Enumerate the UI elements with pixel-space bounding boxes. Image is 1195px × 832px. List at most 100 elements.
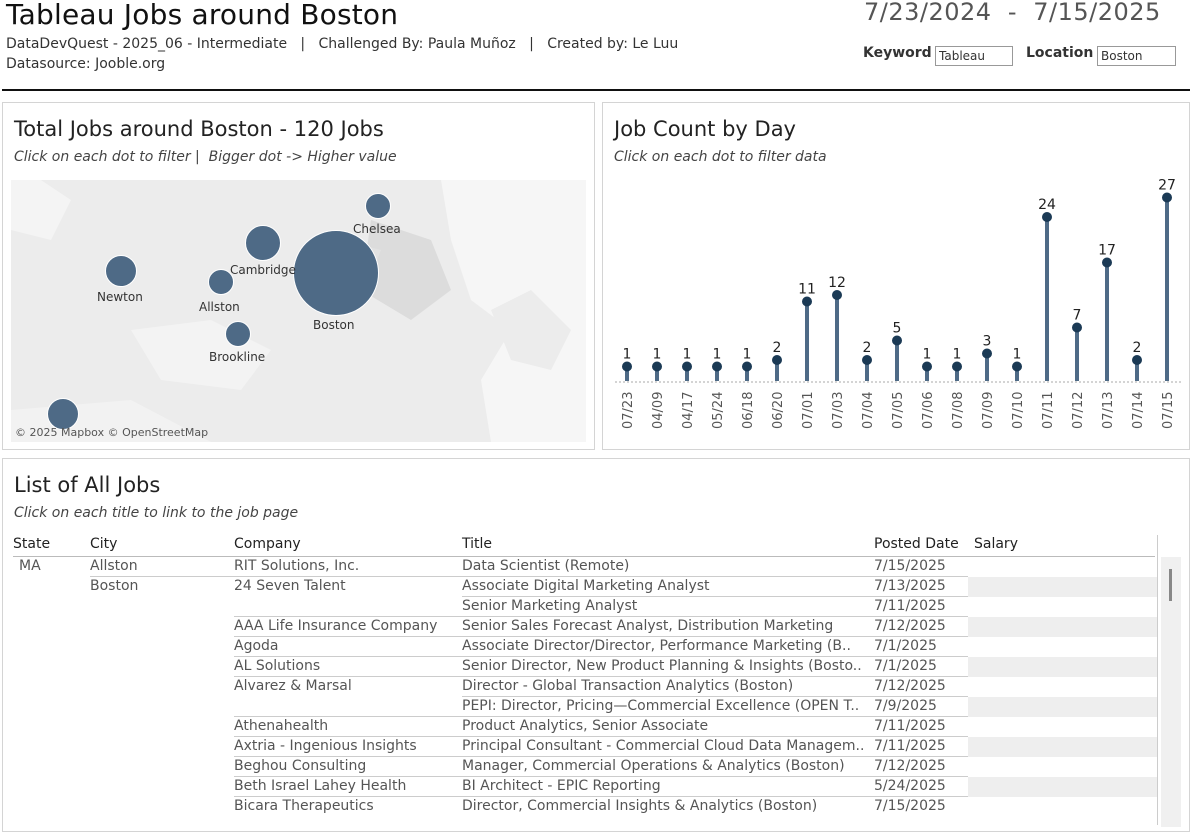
job-title-link[interactable]: Data Scientist (Remote)	[462, 558, 630, 574]
table-row[interactable]: Boston 24 Seven Talent Associate Digital M…	[13, 576, 1158, 597]
job-count-title: Job Count by Day	[614, 117, 796, 141]
lollipop-dot[interactable]	[832, 290, 842, 300]
table-row[interactable]: Agoda Associate Director/Director, Perfor…	[13, 636, 1158, 657]
lollipop-dot[interactable]	[622, 361, 632, 372]
data-label: 2	[863, 340, 872, 356]
cell-state: MA	[19, 558, 41, 574]
x-tick-label: 07/06	[921, 392, 936, 429]
dashboard-subtitle: DataDevQuest - 2025_06 - Intermediate | …	[6, 36, 679, 52]
dashboard-title: Tableau Jobs around Boston	[6, 0, 399, 31]
lollipop-dot[interactable]	[1012, 361, 1022, 372]
lollipop-dot[interactable]	[892, 335, 902, 346]
map-credit: © 2025 Mapbox © OpenStreetMap	[15, 426, 209, 439]
map-label-chelsea: Chelsea	[353, 222, 401, 236]
header-divider	[2, 89, 1190, 91]
x-tick-label: 07/01	[801, 392, 816, 429]
lollipop-dot[interactable]	[922, 361, 932, 372]
job-title-link[interactable]: Associate Director/Director, Performance…	[462, 638, 851, 654]
location-input[interactable]	[1097, 46, 1176, 66]
job-count-chart[interactable]: 107/23104/09104/17105/24106/18206/201107…	[603, 103, 1191, 451]
lollipop-dot[interactable]	[802, 296, 812, 307]
salary-cell	[968, 777, 1158, 797]
table-row[interactable]: Beghou Consulting Manager, Commercial Ope…	[13, 756, 1158, 777]
lollipop-dot[interactable]	[712, 361, 722, 372]
cell-city: Allston	[90, 558, 138, 574]
table-scrollbar[interactable]	[1161, 557, 1181, 827]
row-divider	[462, 596, 968, 597]
scrollbar-thumb[interactable]	[1169, 569, 1172, 601]
lollipop-dot[interactable]	[952, 361, 962, 372]
job-title-link[interactable]: Manager, Commercial Operations & Analyti…	[462, 758, 845, 774]
salary-cell	[968, 577, 1158, 597]
keyword-input[interactable]	[935, 46, 1013, 66]
job-title-link[interactable]: Director - Global Transaction Analytics …	[462, 678, 794, 694]
lollipop-dot[interactable]	[1042, 212, 1052, 222]
data-label: 3	[983, 334, 992, 350]
data-label: 2	[773, 340, 782, 356]
job-title-link[interactable]: BI Architect - EPIC Reporting	[462, 778, 661, 794]
column-header-posted-date: Posted Date	[874, 536, 959, 552]
data-label: 1	[713, 347, 722, 363]
lollipop-dot[interactable]	[1132, 355, 1142, 365]
data-label: 1	[623, 347, 632, 363]
column-header-salary: Salary	[974, 536, 1018, 552]
location-label: Location	[1026, 45, 1094, 61]
row-divider	[462, 696, 968, 697]
map-dot-chelsea[interactable]	[365, 193, 391, 219]
job-title-link[interactable]: Senior Sales Forecast Analyst, Distribut…	[462, 618, 834, 634]
x-tick-label: 07/11	[1041, 392, 1056, 429]
table-row[interactable]: MA Allston RIT Solutions, Inc. Data Scienti…	[13, 557, 1158, 577]
job-title-link[interactable]: Principal Consultant - Commercial Cloud …	[462, 738, 865, 754]
row-divider	[234, 796, 968, 797]
data-label: 24	[1038, 197, 1056, 213]
map-dot-cambridge[interactable]	[245, 225, 281, 261]
cell-date: 7/11/2025	[874, 738, 946, 754]
data-label: 1	[743, 347, 752, 363]
job-title-link[interactable]: Senior Marketing Analyst	[462, 598, 638, 614]
lollipop-dot[interactable]	[652, 361, 662, 372]
table-row[interactable]: AAA Life Insurance Company Senior Sales F…	[13, 616, 1158, 637]
job-title-link[interactable]: Associate Digital Marketing Analyst	[462, 578, 710, 594]
table-row[interactable]: Beth Israel Lahey Health BI Architect - E…	[13, 776, 1158, 797]
row-divider	[234, 716, 968, 717]
table-row[interactable]: Athenahealth Product Analytics, Senior As…	[13, 716, 1158, 737]
row-divider	[234, 736, 968, 737]
cell-date: 7/11/2025	[874, 598, 946, 614]
data-label: 5	[893, 321, 902, 337]
job-title-link[interactable]: PEPI: Director, Pricing—Commercial Excel…	[462, 698, 860, 714]
map-dot-boston[interactable]	[293, 230, 379, 316]
lollipop-dot[interactable]	[742, 361, 752, 372]
job-list-title: List of All Jobs	[14, 473, 161, 497]
column-header-city: City	[90, 536, 118, 552]
map-dot-south[interactable]	[47, 398, 79, 430]
table-row[interactable]: Senior Marketing Analyst 7/11/2025	[13, 596, 1158, 617]
salary-cell	[968, 637, 1158, 657]
table-row[interactable]: AL Solutions Senior Director, New Product…	[13, 656, 1158, 677]
table-row[interactable]: Bicara Therapeutics Director, Commercial …	[13, 796, 1158, 817]
lollipop-dot[interactable]	[1162, 192, 1172, 203]
lollipop-dot[interactable]	[772, 355, 782, 365]
table-row[interactable]: Axtria - Ingenious Insights Principal Con…	[13, 736, 1158, 757]
job-title-link[interactable]: Director, Commercial Insights & Analytic…	[462, 798, 818, 814]
data-label: 1	[923, 347, 932, 363]
table-row[interactable]: PEPI: Director, Pricing—Commercial Excel…	[13, 696, 1158, 717]
job-title-link[interactable]: Senior Director, New Product Planning & …	[462, 658, 862, 674]
map-label-brookline: Brookline	[209, 350, 266, 364]
map-dot-allston[interactable]	[208, 269, 234, 295]
job-title-link[interactable]: Product Analytics, Senior Associate	[462, 718, 709, 734]
job-list-panel: List of All Jobs Click on each title to …	[2, 458, 1190, 832]
lollipop-dot[interactable]	[862, 355, 872, 365]
map-dot-newton[interactable]	[105, 255, 137, 287]
cell-date: 7/1/2025	[874, 658, 937, 674]
lollipop-dot[interactable]	[1102, 257, 1112, 268]
lollipop-dot[interactable]	[1072, 322, 1082, 333]
map-view[interactable]: Chelsea Cambridge Boston Newton Allston …	[11, 180, 586, 442]
lollipop-dot[interactable]	[682, 361, 692, 372]
row-divider	[234, 656, 968, 657]
job-list-subtitle: Click on each title to link to the job p…	[14, 505, 299, 521]
x-tick-label: 07/12	[1071, 392, 1086, 429]
table-row[interactable]: Alvarez & Marsal Director - Global Transa…	[13, 676, 1158, 697]
data-label: 7	[1073, 308, 1082, 324]
lollipop-dot[interactable]	[982, 348, 992, 359]
map-dot-brookline[interactable]	[225, 321, 251, 347]
